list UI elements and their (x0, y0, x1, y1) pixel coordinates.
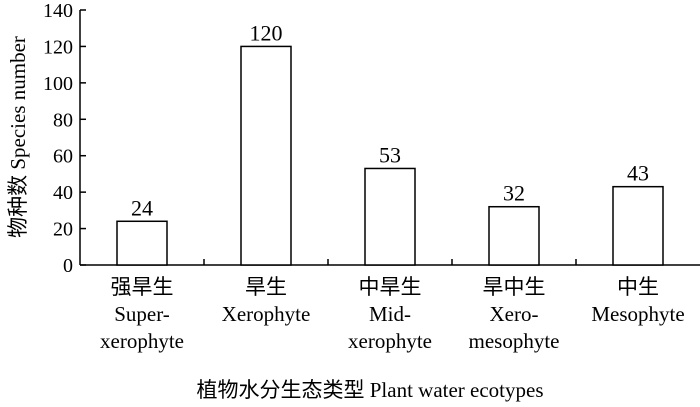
y-axis-ticks: 0 20 40 60 80 100 120 140 (43, 0, 577, 277)
y-tick-label: 20 (53, 219, 73, 241)
bar (116, 220, 168, 266)
y-tick-label: 100 (43, 73, 73, 95)
bar (488, 205, 540, 266)
y-axis-title: 物种数 Species number (6, 36, 30, 238)
data-label: 32 (503, 181, 525, 206)
category-label: 旱中生 Xero-mesophyte (469, 275, 560, 353)
y-tick-label: 40 (53, 182, 73, 204)
y-tick-label: 80 (53, 109, 73, 131)
bar (364, 167, 416, 266)
category-label: 强旱生 Super-xerophyte (100, 275, 184, 353)
data-label: 43 (627, 161, 649, 186)
data-labels: 24 120 53 32 43 (131, 20, 649, 220)
y-tick-label: 140 (43, 0, 73, 22)
data-label: 53 (379, 142, 401, 167)
category-label: 中旱生 Mid-xerophyte (348, 275, 432, 353)
bar (612, 185, 664, 266)
bars (116, 45, 664, 266)
category-labels: 强旱生 Super-xerophyte 旱生 Xerophyte 中旱生 Mid-xero… (100, 275, 685, 353)
y-tick-label: 0 (63, 255, 73, 277)
y-tick-label: 60 (53, 146, 73, 168)
data-label: 120 (250, 20, 283, 45)
y-tick-label: 120 (43, 36, 73, 58)
category-label: 中生 Mesophyte (591, 275, 684, 326)
category-label: 旱生 Xerophyte (222, 275, 311, 326)
data-label: 24 (131, 195, 153, 220)
x-axis-title: 植物水分生态类型 Plant water ecotypes (196, 378, 543, 402)
bar (240, 45, 292, 266)
